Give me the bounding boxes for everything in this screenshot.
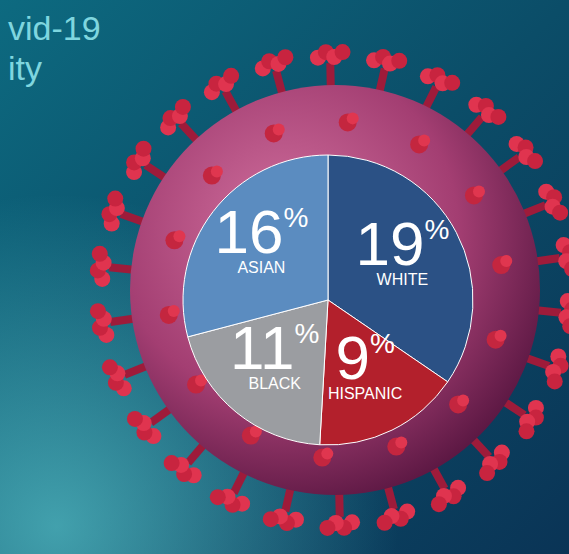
- spike-head: [479, 465, 495, 481]
- surface-spike: [473, 185, 485, 197]
- spike-head: [564, 261, 569, 277]
- spike-head: [490, 109, 506, 125]
- surface-spike: [500, 255, 512, 267]
- spike-head: [223, 68, 239, 84]
- virus-body: [130, 85, 540, 495]
- spike-head: [431, 496, 447, 512]
- spike-head: [547, 373, 563, 389]
- spike-head: [527, 153, 543, 169]
- spike-head: [136, 141, 152, 157]
- virus-surface-spikes: [160, 112, 512, 466]
- spike-head: [175, 99, 191, 115]
- spike-head: [102, 359, 118, 375]
- category-label: WHITE: [377, 271, 429, 288]
- pie-slice: [320, 300, 448, 445]
- spike-head: [444, 75, 460, 91]
- spike-head: [552, 205, 568, 221]
- data-label-number: 16: [214, 197, 283, 266]
- spike-head: [92, 246, 108, 262]
- spike-head: [107, 191, 123, 207]
- data-label: 11%: [230, 313, 319, 382]
- virus-spikes: [90, 44, 569, 536]
- surface-spike: [495, 330, 507, 342]
- pie-slice: [183, 155, 328, 337]
- surface-spike: [347, 112, 359, 124]
- surface-spike: [211, 166, 223, 178]
- chart: vid-19ity19%WHITE9%HISPANIC11%BLACK16%AS…: [0, 0, 569, 554]
- data-label-number: 11: [230, 313, 294, 382]
- background: [0, 0, 569, 554]
- data-label-number: 19: [355, 209, 424, 278]
- spike-head: [210, 489, 226, 505]
- data-label: 19%: [355, 209, 449, 278]
- data-label-number: 9: [335, 323, 369, 392]
- category-label: ASIAN: [237, 259, 285, 276]
- spike-head: [164, 455, 180, 471]
- spike-head: [277, 49, 293, 65]
- spike-head: [319, 520, 335, 536]
- spike-head: [562, 318, 569, 334]
- surface-spike: [321, 448, 333, 460]
- surface-spike: [395, 437, 407, 449]
- background-glow: [0, 0, 569, 554]
- data-label-unit: %: [370, 328, 395, 359]
- pie-labels: 19%WHITE9%HISPANIC11%BLACK16%ASIAN: [214, 197, 449, 403]
- spike-head: [127, 411, 143, 427]
- data-label-unit: %: [283, 202, 308, 233]
- surface-spike: [173, 230, 185, 242]
- spike-head: [90, 303, 106, 319]
- category-label: HISPANIC: [328, 385, 402, 402]
- surface-spike: [273, 123, 285, 135]
- spike-head: [263, 511, 279, 527]
- subtitle: ity: [8, 49, 42, 87]
- surface-spike: [418, 134, 430, 146]
- data-label: 16%: [214, 197, 308, 266]
- data-label-unit: %: [294, 318, 319, 349]
- category-label: BLACK: [249, 375, 302, 392]
- spike-head: [377, 515, 393, 531]
- data-label: 9%: [335, 323, 394, 392]
- spike-head: [335, 44, 351, 60]
- spike-head: [391, 53, 407, 69]
- surface-spike: [457, 394, 469, 406]
- pie-slices: [183, 155, 473, 445]
- spike-head: [518, 423, 534, 439]
- data-label-unit: %: [424, 214, 449, 245]
- title: vid-19: [8, 9, 101, 47]
- surface-spike: [168, 305, 180, 317]
